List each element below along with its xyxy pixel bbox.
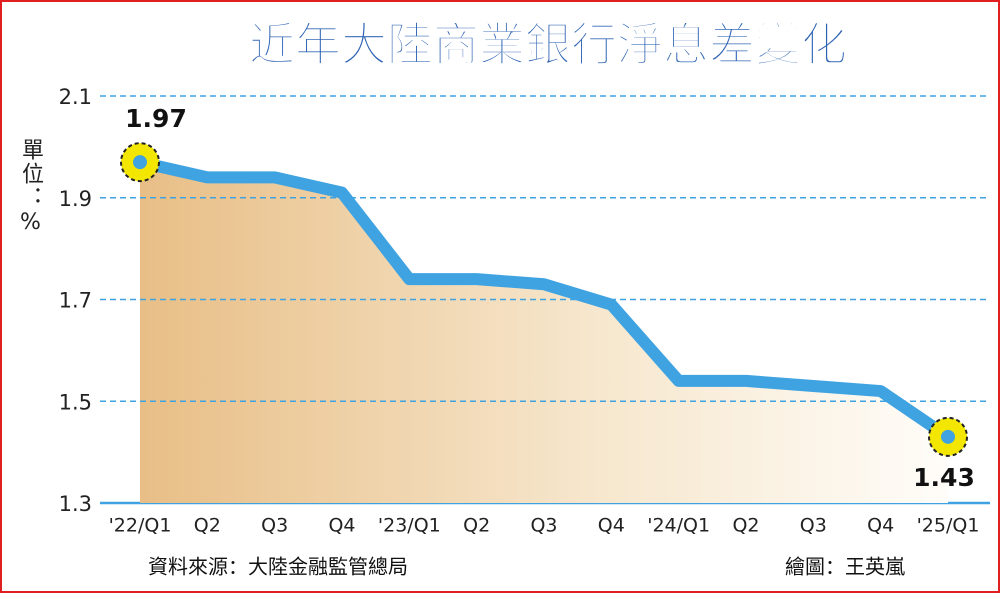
point (133, 155, 147, 170)
data-label: 1.43 (913, 463, 975, 492)
x-tick-label: '24/Q1 (647, 515, 710, 537)
y-tick-label: 1.5 (59, 390, 92, 414)
data-line (138, 156, 952, 442)
y-tick-label: 2.1 (59, 85, 92, 109)
x-tick-label: Q2 (463, 515, 490, 537)
x-tick-label: Q2 (194, 515, 221, 537)
x-tick-label: '25/Q1 (917, 515, 980, 537)
chart-title: 近年大陸商業銀行淨息差變化 (249, 18, 847, 72)
area (140, 162, 948, 503)
x-tick-label: Q4 (598, 515, 625, 537)
point (941, 429, 955, 444)
y-tick-label: 1.3 (59, 492, 92, 516)
data-label: 1.97 (125, 104, 187, 133)
source-note: 資料來源：大陸金融監管總局 (148, 555, 408, 579)
x-tick-label: Q3 (261, 515, 288, 537)
x-tick-label: Q4 (328, 515, 355, 537)
x-tick-label: '23/Q1 (378, 515, 441, 537)
x-tick-label: Q4 (867, 515, 894, 537)
credit-note: 繪圖：王英嵐 (785, 555, 905, 579)
y-tick-label: 1.9 (59, 187, 92, 211)
x-tick-label: '22/Q1 (109, 515, 172, 537)
y-tick-label: 1.7 (59, 289, 92, 313)
x-tick-label: Q2 (732, 515, 759, 537)
x-tick-label: Q3 (800, 515, 827, 537)
x-tick-label: Q3 (530, 515, 557, 537)
y-axis-unit: 單位：% (18, 138, 43, 237)
